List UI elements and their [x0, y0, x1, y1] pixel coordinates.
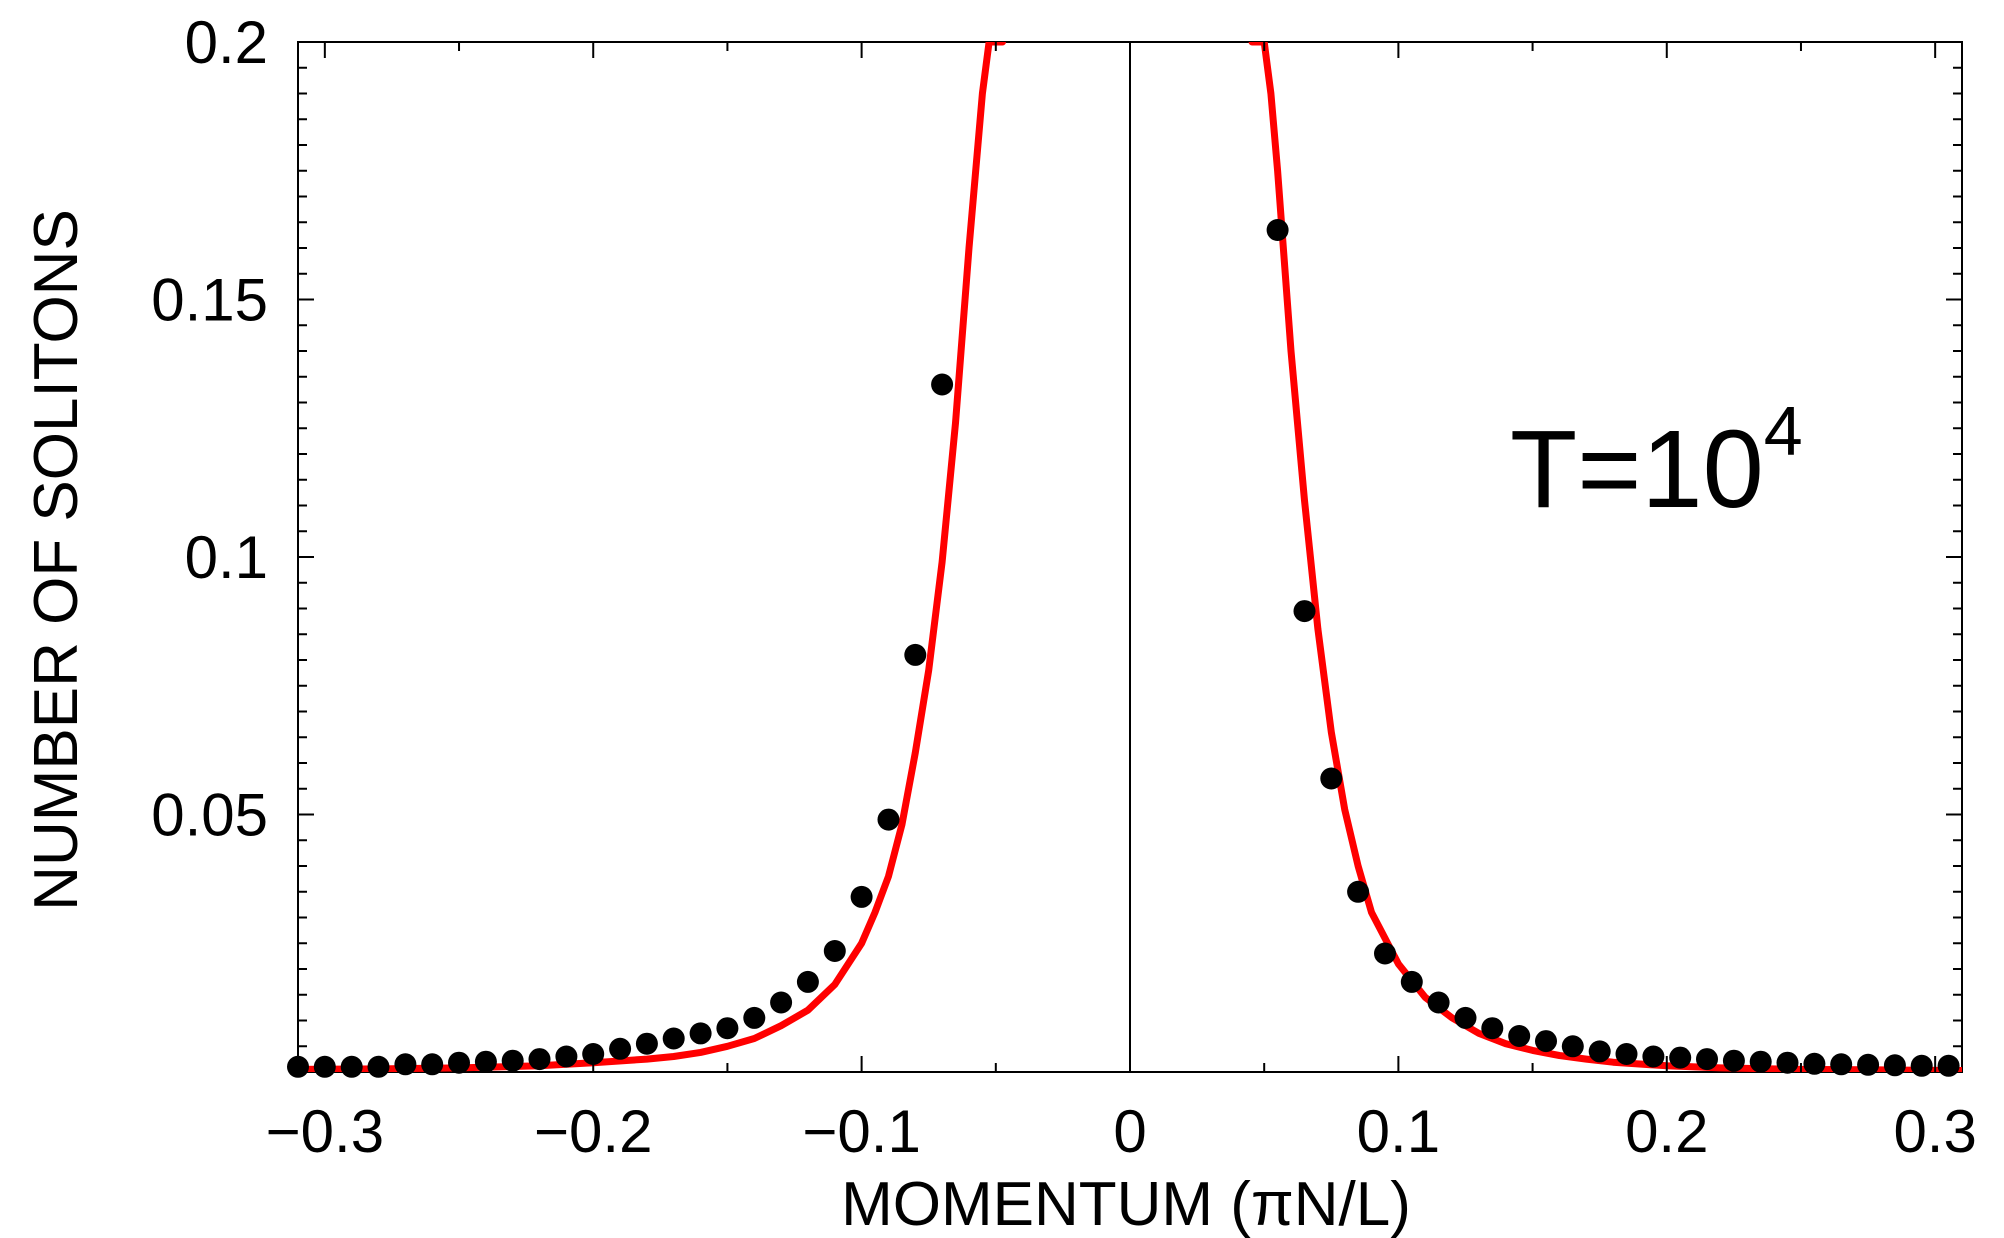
data-point [1803, 1052, 1826, 1075]
x-tick-label: −0.2 [534, 1098, 652, 1165]
data-point [1857, 1053, 1880, 1076]
data-point [448, 1051, 470, 1074]
data-point [850, 885, 873, 908]
data-point [555, 1045, 578, 1068]
theory-curve-right [1248, 42, 1962, 1072]
data-point [635, 1032, 658, 1055]
x-tick-label: −0.1 [802, 1098, 920, 1165]
annotation-base: T=10 [1510, 408, 1764, 531]
data-point [1669, 1046, 1692, 1069]
data-point [609, 1037, 632, 1060]
data-point [1347, 880, 1370, 903]
data-point [1454, 1006, 1477, 1029]
data-point [367, 1055, 390, 1078]
data-point [1320, 767, 1343, 790]
data-point [1910, 1054, 1933, 1077]
y-tick-label: 0.15 [151, 267, 268, 334]
axes: −0.3 −0.2 −0.1 0 0.1 0.2 0.3 0.05 0.1 0.15 0.2 [151, 9, 1977, 1165]
data-point [796, 970, 819, 993]
data-point [1535, 1030, 1557, 1053]
data-point [662, 1027, 685, 1050]
x-tick-label: 0.1 [1357, 1098, 1440, 1165]
x-axis-title: MOMENTUM (πN/L) [841, 1170, 1411, 1238]
data-point [1883, 1054, 1906, 1077]
y-tick-label: 0.2 [185, 9, 268, 76]
data-point [1937, 1054, 1960, 1077]
data-point [770, 991, 793, 1014]
x-tick-label: 0.3 [1893, 1098, 1976, 1165]
data-point [1615, 1043, 1638, 1065]
data-point [931, 373, 954, 396]
data-point [877, 808, 900, 831]
data-point [689, 1022, 712, 1045]
data-point [904, 643, 927, 666]
data-point [1696, 1048, 1718, 1071]
annotation-exponent: 4 [1764, 392, 1803, 470]
data-point [1400, 970, 1423, 993]
data-point [1722, 1049, 1745, 1072]
data-point [1588, 1040, 1611, 1063]
data-point [340, 1055, 363, 1078]
data-point [1481, 1017, 1504, 1040]
data-point [474, 1050, 497, 1073]
x-tick-label: 0.2 [1625, 1098, 1708, 1165]
theory-curve-left [298, 42, 1006, 1072]
data-point [1508, 1025, 1531, 1047]
data-point [1749, 1050, 1772, 1073]
x-tick-label: 0 [1113, 1098, 1146, 1165]
data-point [394, 1053, 417, 1076]
x-tick-label: −0.3 [266, 1098, 384, 1165]
data-point [528, 1048, 551, 1071]
plot-area [297, 41, 1963, 1073]
y-axis-title: NUMBER OF SOLITONS [22, 209, 91, 911]
data-point [1830, 1053, 1853, 1076]
data-point [1561, 1035, 1584, 1058]
temperature-annotation: T=104 [1510, 392, 1803, 531]
y-tick-label: 0.05 [151, 782, 268, 849]
data-point [743, 1006, 766, 1029]
data-point [287, 1055, 309, 1078]
data-point [1642, 1045, 1665, 1068]
data-point [1427, 991, 1450, 1014]
data-point [716, 1017, 739, 1040]
data-point [823, 940, 846, 962]
data-point [421, 1053, 444, 1076]
y-tick-label: 0.1 [185, 524, 268, 591]
data-point [1293, 600, 1316, 623]
data-point [1266, 219, 1289, 241]
data-point [1374, 942, 1396, 965]
data-point [1776, 1051, 1799, 1074]
data-point [501, 1049, 524, 1072]
data-point [582, 1043, 605, 1065]
data-points-group [287, 219, 1960, 1078]
